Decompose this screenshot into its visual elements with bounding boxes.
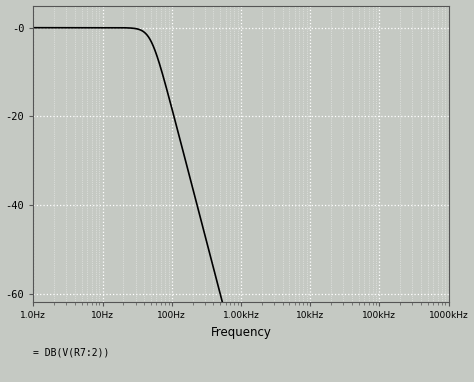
Text: = DB(V(R7:2)): = DB(V(R7:2)) <box>33 348 109 358</box>
X-axis label: Frequency: Frequency <box>210 326 272 339</box>
